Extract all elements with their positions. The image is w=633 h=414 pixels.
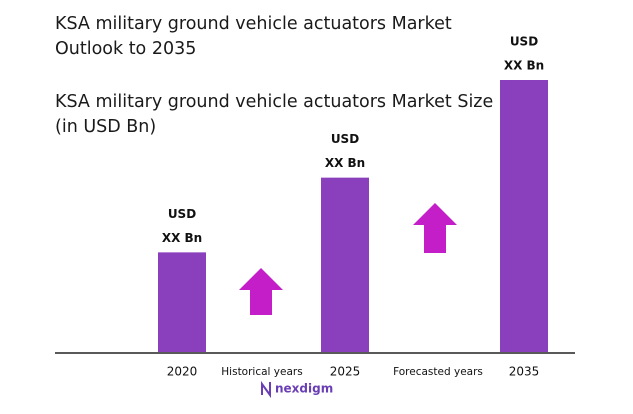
chart-title: KSA military ground vehicle actuators Ma… — [55, 14, 452, 59]
bar-label: USD — [510, 35, 538, 49]
logo: nexdigm — [275, 382, 333, 396]
bar — [158, 252, 206, 352]
bar-label: USD — [331, 132, 359, 146]
x-tick-label: 2035 — [509, 365, 540, 379]
period-label: Historical years — [221, 366, 302, 378]
chart-subtitle: KSA military ground vehicle actuators Ma… — [55, 92, 494, 137]
x-tick-label: 2020 — [167, 365, 198, 379]
bar-label: XX Bn — [504, 59, 544, 73]
period-label: Forecasted years — [393, 366, 483, 378]
x-tick-label: 2025 — [330, 365, 361, 379]
bar — [500, 80, 548, 352]
logo-icon — [261, 380, 271, 399]
up-arrow — [413, 203, 457, 253]
bar — [321, 177, 369, 352]
bar-label: XX Bn — [162, 231, 202, 245]
bar-label: XX Bn — [325, 156, 365, 170]
bar-label: USD — [168, 207, 196, 221]
up-arrow — [239, 268, 283, 315]
